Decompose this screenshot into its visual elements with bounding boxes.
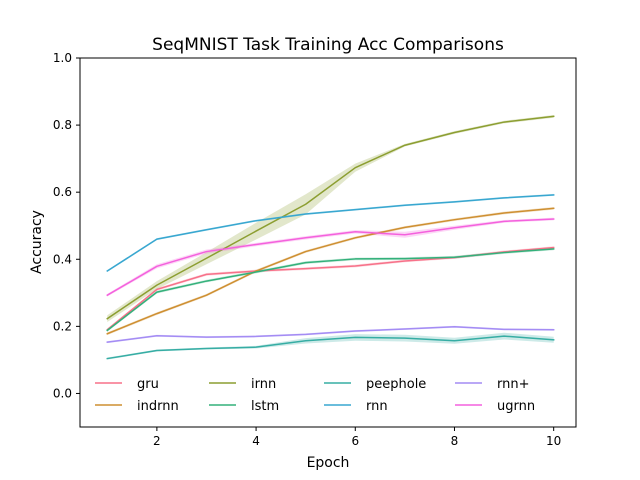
series-line-lstm [106, 248, 555, 332]
x-tick-label: 4 [252, 434, 260, 448]
legend-label-rnn-plus: rnn+ [497, 377, 530, 392]
y-axis-ticks: 0.0 0.2 0.4 0.6 0.8 1.0 [53, 51, 80, 400]
chart-title: SeqMNIST Task Training Acc Comparisons [152, 35, 504, 55]
series-line-rnn [106, 194, 555, 273]
y-tick-label: 0.8 [53, 118, 72, 132]
y-axis-label: Accuracy [29, 210, 45, 274]
legend-label-indrnn: indrnn [137, 399, 179, 414]
series-line-ugrnn [106, 218, 555, 297]
y-tick-label: 0.4 [53, 252, 72, 266]
x-tick-label: 2 [153, 434, 161, 448]
series-line-rnn-plus [106, 325, 555, 343]
y-tick-label: 0.6 [53, 185, 72, 199]
confidence-bands [107, 115, 554, 360]
plot-frame [79, 57, 577, 428]
y-tick-label: 1.0 [53, 51, 72, 65]
x-tick-label: 10 [546, 434, 561, 448]
band-irnn [107, 115, 554, 323]
legend-label-peephole: peephole [366, 377, 426, 392]
legend: gru indrnn irnn lstm peephole rnn rnn+ ugrnn [95, 377, 535, 414]
legend-label-irnn: irnn [251, 377, 276, 392]
series-lines [106, 115, 555, 360]
band-ugrnn [107, 217, 554, 297]
x-tick-label: 6 [351, 434, 359, 448]
x-axis-label: Epoch [307, 455, 350, 471]
series-line-peephole [106, 335, 555, 360]
y-tick-label: 0.0 [53, 386, 72, 400]
legend-label-gru: gru [137, 377, 159, 392]
x-tick-label: 8 [451, 434, 459, 448]
y-tick-label: 0.2 [53, 319, 72, 333]
legend-label-rnn: rnn [366, 399, 388, 414]
series-line-indrnn [106, 207, 555, 335]
x-axis-ticks: 2 4 6 8 10 [153, 427, 561, 448]
legend-label-ugrnn: ugrnn [497, 399, 535, 414]
legend-label-lstm: lstm [251, 399, 279, 414]
series-line-irnn [106, 115, 555, 320]
